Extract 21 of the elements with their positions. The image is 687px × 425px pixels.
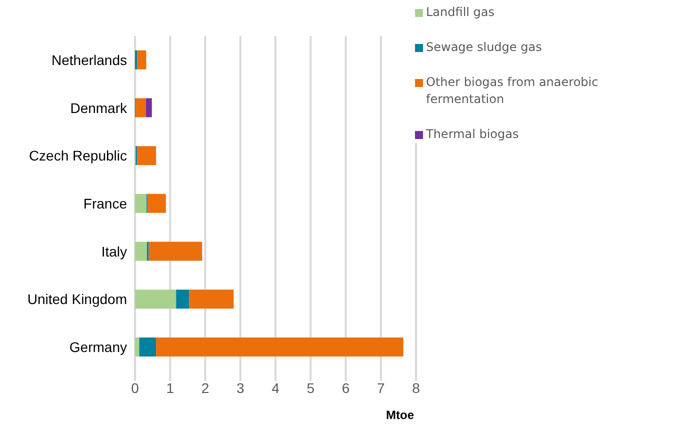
y-tick-label: Denmark [70,100,128,116]
x-tick-label: 8 [412,380,420,396]
y-tick-label: United Kingdom [27,291,127,308]
x-tick-label: 1 [166,380,174,396]
x-tick-label: 4 [272,380,280,396]
legend-label: Sewage sludge gas [426,39,543,56]
x-tick-label: 2 [201,380,210,396]
legend-label: Landfill gas [426,4,496,21]
x-tick-label: 3 [236,380,244,396]
x-axis-title: Mtoe [386,408,414,422]
y-tick-label: Netherlands [52,52,127,68]
x-tick-label: 5 [306,380,315,396]
legend-label: Thermal biogas [426,126,520,143]
y-tick-label: France [83,195,128,212]
y-tick-label: Germany [69,339,127,356]
x-tick-label: 6 [342,380,350,396]
x-tick-label: 7 [376,380,385,396]
x-tick-label: 0 [131,380,140,396]
y-tick-label: Czech Republic [28,148,127,164]
y-tick-label: Italy [101,243,127,260]
legend-label: Other biogas from anaerobic fermentation [426,74,600,108]
